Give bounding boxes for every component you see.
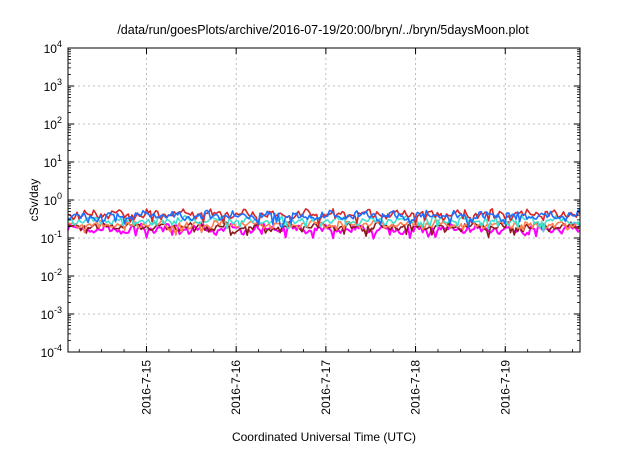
series-line: [68, 209, 581, 229]
grid: [68, 48, 580, 352]
y-tick-label: 10-1: [41, 229, 62, 246]
x-tick-label: 2016-7-15: [139, 360, 153, 415]
x-tick-label: 2016-7-16: [229, 360, 243, 415]
chart-title: /data/run/goesPlots/archive/2016-07-19/2…: [117, 23, 529, 37]
x-tick-label: 2016-7-19: [498, 360, 512, 415]
y-axis-label: cSv/day: [27, 179, 41, 222]
series-line: [68, 208, 581, 227]
y-tick-label: 102: [44, 115, 62, 132]
y-tick-label: 101: [44, 153, 62, 170]
y-tick-label: 10-2: [41, 267, 62, 284]
y-tick-label: 10-4: [41, 343, 62, 360]
series-line: [67, 214, 581, 233]
y-tick-label: 104: [44, 39, 62, 56]
x-tick-label: 2016-7-18: [409, 360, 423, 415]
y-tick-label: 103: [44, 77, 62, 94]
x-axis-label: Coordinated Universal Time (UTC): [232, 430, 416, 444]
series-line: [67, 220, 581, 239]
y-tick-label: 10-3: [41, 305, 62, 322]
x-tick-label: 2016-7-17: [319, 360, 333, 415]
series-group: [67, 208, 581, 240]
y-tick-label: 100: [44, 191, 62, 208]
axes: 10-4 10-3 10-2 10-1 100 101 102 103 104 2016-7-15…: [41, 39, 580, 415]
